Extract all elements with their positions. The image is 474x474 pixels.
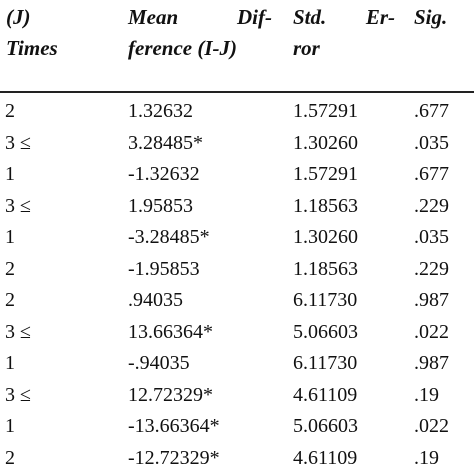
mean-diff-cell: -1.95853 <box>128 257 200 280</box>
header-std-error: Std. Er- ror <box>293 2 395 64</box>
sig-cell: .677 <box>414 100 449 122</box>
std-err-cell: 5.06603 <box>293 320 358 343</box>
mean-diff-cell: .94035 <box>128 289 183 311</box>
mean-diff-cell: -12.72329* <box>128 446 220 469</box>
std-err-cell: 5.06603 <box>293 415 358 437</box>
header-std-word: Std. <box>293 5 327 29</box>
header-times-line2: Times <box>6 36 58 60</box>
mean-diff-cell: -3.28485* <box>128 226 210 248</box>
header-dif-word: Dif- <box>237 5 272 29</box>
header-mean-difference: Mean Dif- ference (I-J) <box>128 2 272 64</box>
times-cell: 1 <box>5 415 15 437</box>
table-row: 3 ≤ 1.95853 1.18563 .229 <box>0 191 474 223</box>
times-cell: 2 <box>5 100 15 122</box>
sig-cell: .229 <box>414 257 449 280</box>
mean-diff-cell: 13.66364* <box>128 320 213 343</box>
times-cell: 1 <box>5 163 15 185</box>
table-body: 2 1.32632 1.57291 .677 3 ≤ 3.28485* 1.30… <box>0 96 474 474</box>
sig-cell: .229 <box>414 194 449 217</box>
header-rule <box>0 91 474 93</box>
table-row: 2 -1.95853 1.18563 .229 <box>0 254 474 286</box>
sig-cell: .19 <box>414 446 439 469</box>
table-row: 3 ≤ 12.72329* 4.61109 .19 <box>0 380 474 412</box>
table-row: 1 -3.28485* 1.30260 .035 <box>0 222 474 254</box>
std-err-cell: 1.57291 <box>293 100 358 122</box>
sig-cell: .035 <box>414 226 449 248</box>
times-cell: 2 <box>5 446 15 469</box>
mean-diff-cell: -1.32632 <box>128 163 200 185</box>
table-row: 2 -12.72329* 4.61109 .19 <box>0 443 474 474</box>
times-cell: 2 <box>5 257 15 280</box>
mean-diff-cell: -13.66364* <box>128 415 220 437</box>
mean-diff-cell: 12.72329* <box>128 383 213 406</box>
sig-cell: .035 <box>414 131 449 154</box>
times-cell: 3 ≤ <box>5 194 31 217</box>
table-row: 1 -13.66364* 5.06603 .022 <box>0 411 474 443</box>
header-mean-word: Mean <box>128 5 179 29</box>
sig-cell: .19 <box>414 383 439 406</box>
sig-cell: .987 <box>414 352 449 374</box>
sig-cell: .022 <box>414 415 449 437</box>
header-sig: Sig. <box>414 2 474 33</box>
header-std-error-line1: Std. Er- <box>293 2 395 33</box>
table-row: 3 ≤ 13.66364* 5.06603 .022 <box>0 317 474 349</box>
table-header: (J) Times Mean Dif- ference (I-J) Std. E… <box>0 0 474 94</box>
std-err-cell: 4.61109 <box>293 383 358 406</box>
header-sig-label: Sig. <box>414 5 448 29</box>
sig-cell: .987 <box>414 289 449 311</box>
mean-diff-cell: -.94035 <box>128 352 190 374</box>
times-cell: 1 <box>5 352 15 374</box>
table-row: 2 1.32632 1.57291 .677 <box>0 96 474 128</box>
header-std-error-line2: ror <box>293 36 320 60</box>
mean-diff-cell: 3.28485* <box>128 131 203 154</box>
times-cell: 3 ≤ <box>5 320 31 343</box>
std-err-cell: 1.18563 <box>293 257 358 280</box>
mean-diff-cell: 1.95853 <box>128 194 193 217</box>
std-err-cell: 1.30260 <box>293 131 358 154</box>
std-err-cell: 1.18563 <box>293 194 358 217</box>
mean-diff-cell: 1.32632 <box>128 100 193 122</box>
sig-cell: .022 <box>414 320 449 343</box>
table-row: 3 ≤ 3.28485* 1.30260 .035 <box>0 128 474 160</box>
sig-cell: .677 <box>414 163 449 185</box>
times-cell: 3 ≤ <box>5 383 31 406</box>
header-times-line1: (J) <box>6 5 31 29</box>
table-row: 1 -.94035 6.11730 .987 <box>0 348 474 380</box>
table-row: 1 -1.32632 1.57291 .677 <box>0 159 474 191</box>
table-row: 2 .94035 6.11730 .987 <box>0 285 474 317</box>
header-er-word: Er- <box>365 5 395 29</box>
header-times: (J) Times <box>6 2 116 64</box>
header-mean-difference-line2: ference (I-J) <box>128 36 238 60</box>
std-err-cell: 1.30260 <box>293 226 358 248</box>
times-cell: 3 ≤ <box>5 131 31 154</box>
std-err-cell: 6.11730 <box>293 352 358 374</box>
header-mean-difference-line1: Mean Dif- <box>128 2 272 33</box>
times-cell: 2 <box>5 289 15 311</box>
std-err-cell: 6.11730 <box>293 289 358 311</box>
std-err-cell: 1.57291 <box>293 163 358 185</box>
times-cell: 1 <box>5 226 15 248</box>
std-err-cell: 4.61109 <box>293 446 358 469</box>
